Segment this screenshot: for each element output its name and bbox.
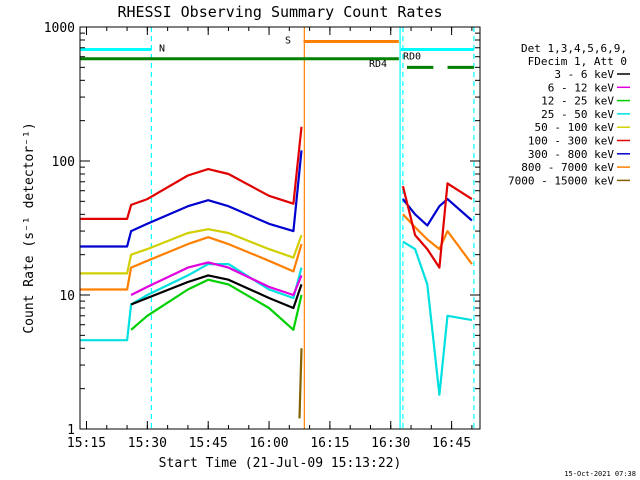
- plot-layer: N S RD4 RD0: [80, 27, 475, 429]
- series-line-1-seg1: [130, 261, 303, 297]
- legend-entry-label: 12 - 25 keV: [541, 95, 614, 108]
- chart-title: RHESSI Observing Summary Count Rates: [117, 3, 442, 21]
- footer-timestamp: 15-Oct-2021 07:38: [564, 470, 636, 478]
- series-line-5-seg1: [80, 126, 303, 220]
- y-tick-label: 1: [67, 423, 75, 438]
- x-tick-label: 15:30: [128, 436, 167, 451]
- legend-entry-label: 7000 - 15000 keV: [508, 174, 614, 187]
- plot-frame: [79, 26, 481, 430]
- legend-entry-label: 800 - 7000 keV: [521, 161, 614, 174]
- series-line-0-seg1: [130, 274, 303, 310]
- series-line-4-seg1: [80, 228, 303, 275]
- legend-header-line: FDecim 1, Att 0: [528, 55, 627, 68]
- x-axis-label: Start Time (21-Jul-09 15:13:22): [159, 456, 402, 471]
- legend-header-line: Det 1,3,4,5,6,9,: [521, 42, 627, 55]
- y-tick-label: 1000: [44, 21, 75, 36]
- flag-label-rd0: RD0: [403, 52, 421, 63]
- series-line-8-seg1: [298, 348, 303, 419]
- y-tick-label: 10: [59, 289, 75, 304]
- legend-entry-label: 100 - 300 keV: [528, 135, 614, 148]
- series-line-6-seg2: [402, 198, 473, 227]
- legend-entry-label: 3 - 6 keV: [554, 68, 614, 81]
- x-tick-label: 16:30: [371, 436, 410, 451]
- y-tick-label: 100: [52, 155, 75, 170]
- legend-entry-label: 6 - 12 keV: [548, 81, 615, 94]
- x-tick-label: 15:15: [67, 436, 106, 451]
- x-tick-label: 16:00: [249, 436, 288, 451]
- flag-label-s: S: [285, 35, 291, 46]
- series-line-6-seg1: [80, 150, 303, 248]
- flag-label-n: N: [159, 43, 165, 54]
- x-tick-label: 15:45: [189, 436, 228, 451]
- series-line-5-seg2: [401, 182, 473, 269]
- legend-entry-label: 300 - 800 keV: [528, 148, 614, 161]
- legend-entry-label: 50 - 100 keV: [535, 121, 615, 134]
- legend-entry-label: 25 - 50 keV: [541, 108, 614, 121]
- y-axis-label: Count Rate (s⁻¹ detector⁻¹): [22, 122, 37, 333]
- x-tick-label: 16:15: [310, 436, 349, 451]
- series-line-2-seg1: [130, 278, 303, 331]
- flag-label-rd4: RD4: [369, 59, 387, 70]
- series-line-7-seg1: [80, 236, 303, 291]
- series-line-3-seg1: [80, 263, 303, 342]
- series-line-3-seg2: [402, 240, 473, 396]
- axis-ticks: 15:15 15:30 15:45 16:00 16:15 16:30 16:45 1 10 10…: [44, 21, 480, 451]
- legend: Det 1,3,4,5,6,9,FDecim 1, Att 03 - 6 keV…: [508, 42, 630, 187]
- x-tick-label: 16:45: [432, 436, 471, 451]
